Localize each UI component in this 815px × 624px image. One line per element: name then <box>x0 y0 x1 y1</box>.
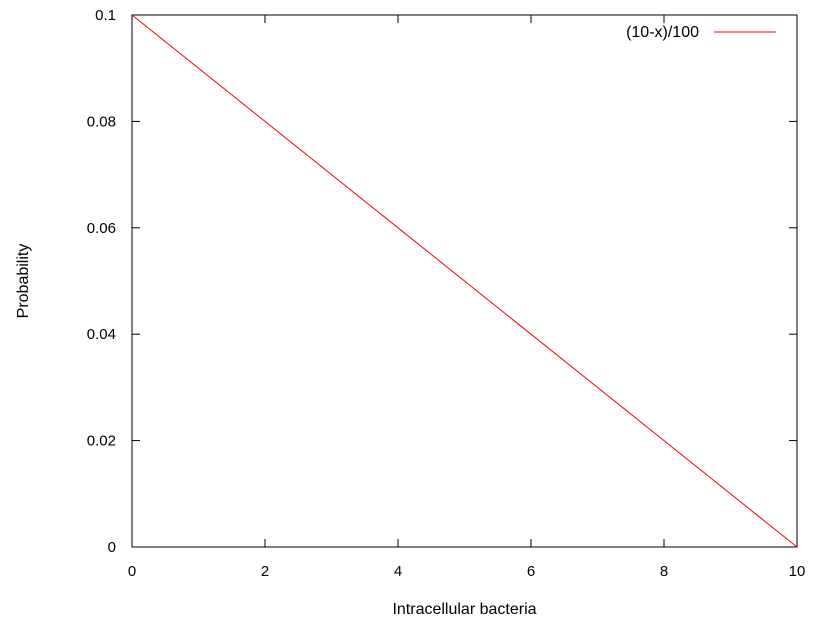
legend: (10-x)/100 <box>626 24 776 41</box>
y-tick-label: 0.04 <box>87 326 116 343</box>
x-tick-label: 2 <box>261 563 269 580</box>
y-tick-label: 0.1 <box>95 7 116 24</box>
y-axis-label: Probability <box>15 244 32 319</box>
series-line <box>131 14 798 548</box>
plot-border <box>131 14 798 548</box>
x-tick-label: 4 <box>394 563 402 580</box>
y-tick-label: 0.06 <box>87 220 116 237</box>
x-tick-label: 0 <box>128 563 136 580</box>
x-tick-label: 10 <box>789 563 806 580</box>
legend-label: (10-x)/100 <box>626 24 699 41</box>
x-axis: 0 2 4 6 8 10 <box>128 15 806 580</box>
x-tick-label: 6 <box>527 563 535 580</box>
x-tick-label: 8 <box>660 563 668 580</box>
x-axis-label: Intracellular bacteria <box>392 601 536 618</box>
y-tick-label: 0.02 <box>87 433 116 450</box>
y-tick-label: 0 <box>108 539 116 556</box>
plot-frame <box>131 14 798 548</box>
series-layer <box>131 14 798 548</box>
y-axis: 0 0.02 0.04 0.06 0.08 0.1 <box>87 7 797 556</box>
y-tick-label: 0.08 <box>87 113 116 130</box>
